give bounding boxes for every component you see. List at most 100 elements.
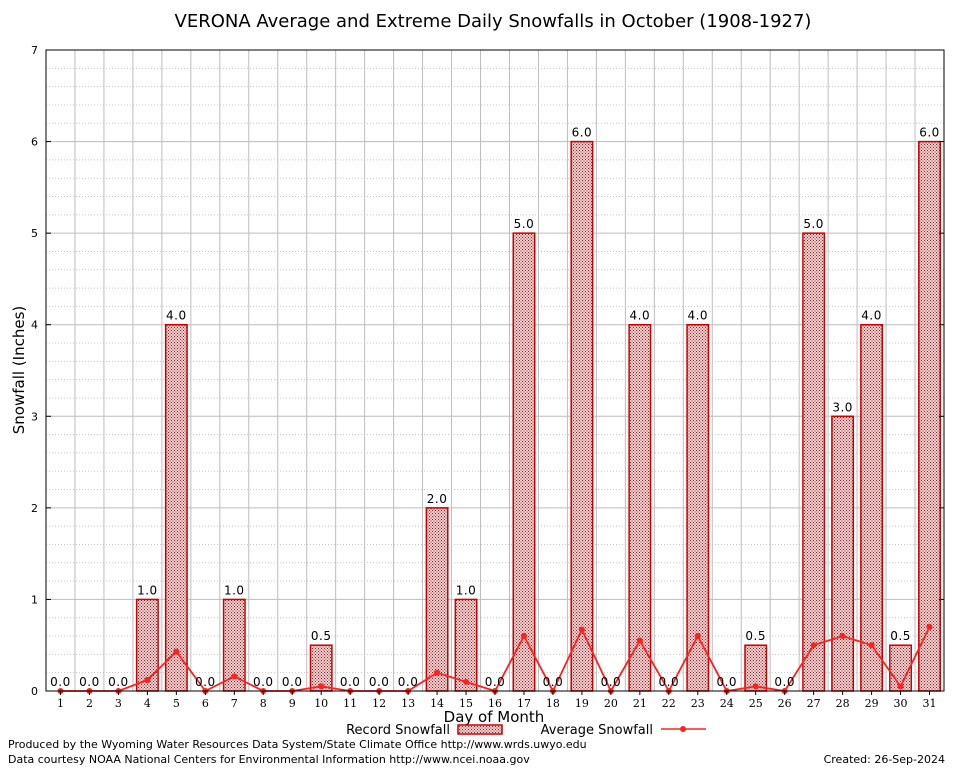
x-tick-label: 8	[260, 697, 267, 710]
bar-value-label: 0.0	[659, 675, 680, 689]
average-point	[463, 678, 470, 685]
average-point	[694, 633, 701, 640]
x-tick-label: 18	[546, 697, 560, 710]
x-tick-label: 17	[517, 697, 531, 710]
average-point	[868, 642, 875, 649]
created-date: Created: 26-Sep-2024	[823, 753, 945, 766]
grid	[46, 49, 944, 692]
bar-value-label: 0.0	[340, 675, 361, 689]
credit-line-2: Data courtesy NOAA National Centers for …	[8, 753, 530, 766]
average-point	[144, 677, 151, 684]
y-tick-label: 3	[31, 410, 38, 423]
x-tick-label: 15	[459, 697, 473, 710]
bar-value-label: 0.0	[253, 675, 274, 689]
bar-value-label: 0.0	[601, 675, 622, 689]
bar-value-label: 0.0	[195, 675, 216, 689]
y-tick-label: 5	[31, 227, 38, 240]
legend-label-average: Average Snowfall	[541, 723, 653, 738]
x-tick-label: 12	[372, 697, 386, 710]
credit-line-1: Produced by the Wyoming Water Resources …	[8, 738, 587, 751]
bar-value-label: 0.0	[398, 675, 419, 689]
bar-value-label: 3.0	[832, 400, 853, 414]
average-point	[926, 623, 933, 630]
x-tick-label: 31	[923, 697, 937, 710]
bar-value-label: 0.0	[369, 675, 390, 689]
bar-value-label: 2.0	[427, 492, 448, 506]
x-tick-label: 7	[231, 697, 238, 710]
bar-value-label: 4.0	[687, 309, 708, 323]
x-tick-label: 11	[343, 697, 357, 710]
average-point	[752, 683, 759, 690]
x-tick-label: 30	[894, 697, 908, 710]
bar-value-label: 0.0	[543, 675, 564, 689]
bar-value-label: 1.0	[137, 583, 158, 597]
record-bar	[918, 140, 941, 692]
legend-swatch-record	[457, 724, 503, 735]
record-bar	[628, 323, 652, 692]
y-tick-label: 4	[31, 319, 38, 332]
x-tick-label: 10	[314, 697, 328, 710]
x-tick-label: 28	[836, 697, 850, 710]
bar-value-label: 0.0	[108, 675, 129, 689]
record-bar	[570, 140, 594, 692]
y-tick-label: 1	[31, 593, 38, 606]
x-tick-label: 19	[575, 697, 589, 710]
x-tick-label: 22	[662, 697, 676, 710]
y-tick-label: 2	[31, 502, 38, 515]
x-axis-label: Day of Month	[444, 708, 545, 726]
average-point	[810, 642, 817, 649]
bar-value-label: 0.5	[745, 629, 766, 643]
bar-value-label: 0.0	[485, 675, 506, 689]
x-tick-label: 5	[173, 697, 180, 710]
x-tick-label: 20	[604, 697, 618, 710]
record-bar	[512, 232, 536, 692]
bar-value-label: 4.0	[630, 309, 651, 323]
legend-marker-average	[680, 726, 686, 732]
y-tick-label: 0	[31, 685, 38, 698]
x-tick-label: 4	[144, 697, 151, 710]
y-axis-label: Snowfall (Inches)	[10, 306, 28, 434]
average-point	[231, 673, 238, 680]
x-tick-label: 13	[401, 697, 415, 710]
x-tick-label: 23	[691, 697, 705, 710]
average-point	[520, 633, 527, 640]
record-bar	[802, 232, 826, 692]
record-bar	[425, 507, 449, 692]
bar-value-label: 0.0	[79, 675, 100, 689]
x-tick-label: 16	[488, 697, 502, 710]
bar-value-label: 0.0	[50, 675, 71, 689]
record-bar	[164, 323, 188, 692]
average-point	[636, 637, 643, 644]
bar-value-label: 6.0	[572, 126, 593, 140]
record-bar	[860, 323, 884, 692]
average-point	[578, 626, 585, 633]
bar-value-label: 0.5	[311, 629, 332, 643]
bar-value-label: 5.0	[514, 217, 535, 231]
bar-labels: 0.0 0.0 0.0 1.0 4.0 0.0 1.0 0.0 0.0 0.5 0.0 0.0 0.0 2…	[50, 126, 940, 689]
x-tick-label: 21	[633, 697, 647, 710]
bar-value-label: 0.5	[890, 629, 911, 643]
average-point	[839, 633, 846, 640]
x-tick-label: 2	[86, 697, 93, 710]
x-tick-label: 26	[778, 697, 792, 710]
x-tick-label: 6	[202, 697, 209, 710]
record-bar	[831, 415, 855, 692]
y-tick-label: 6	[31, 136, 38, 149]
x-tick-label: 14	[430, 697, 444, 710]
bar-value-label: 0.0	[282, 675, 303, 689]
x-tick-label: 9	[289, 697, 296, 710]
x-tick-label: 24	[720, 697, 734, 710]
record-bars	[135, 140, 941, 692]
x-tick-label: 1	[57, 697, 64, 710]
x-tick-label: 29	[865, 697, 879, 710]
bar-value-label: 4.0	[861, 309, 882, 323]
bar-value-label: 5.0	[803, 217, 824, 231]
record-bar	[454, 598, 478, 692]
average-point	[173, 648, 180, 655]
x-tick-label: 27	[807, 697, 821, 710]
average-point	[897, 683, 904, 690]
bar-value-label: 0.0	[716, 675, 737, 689]
bar-value-label: 6.0	[919, 126, 940, 140]
